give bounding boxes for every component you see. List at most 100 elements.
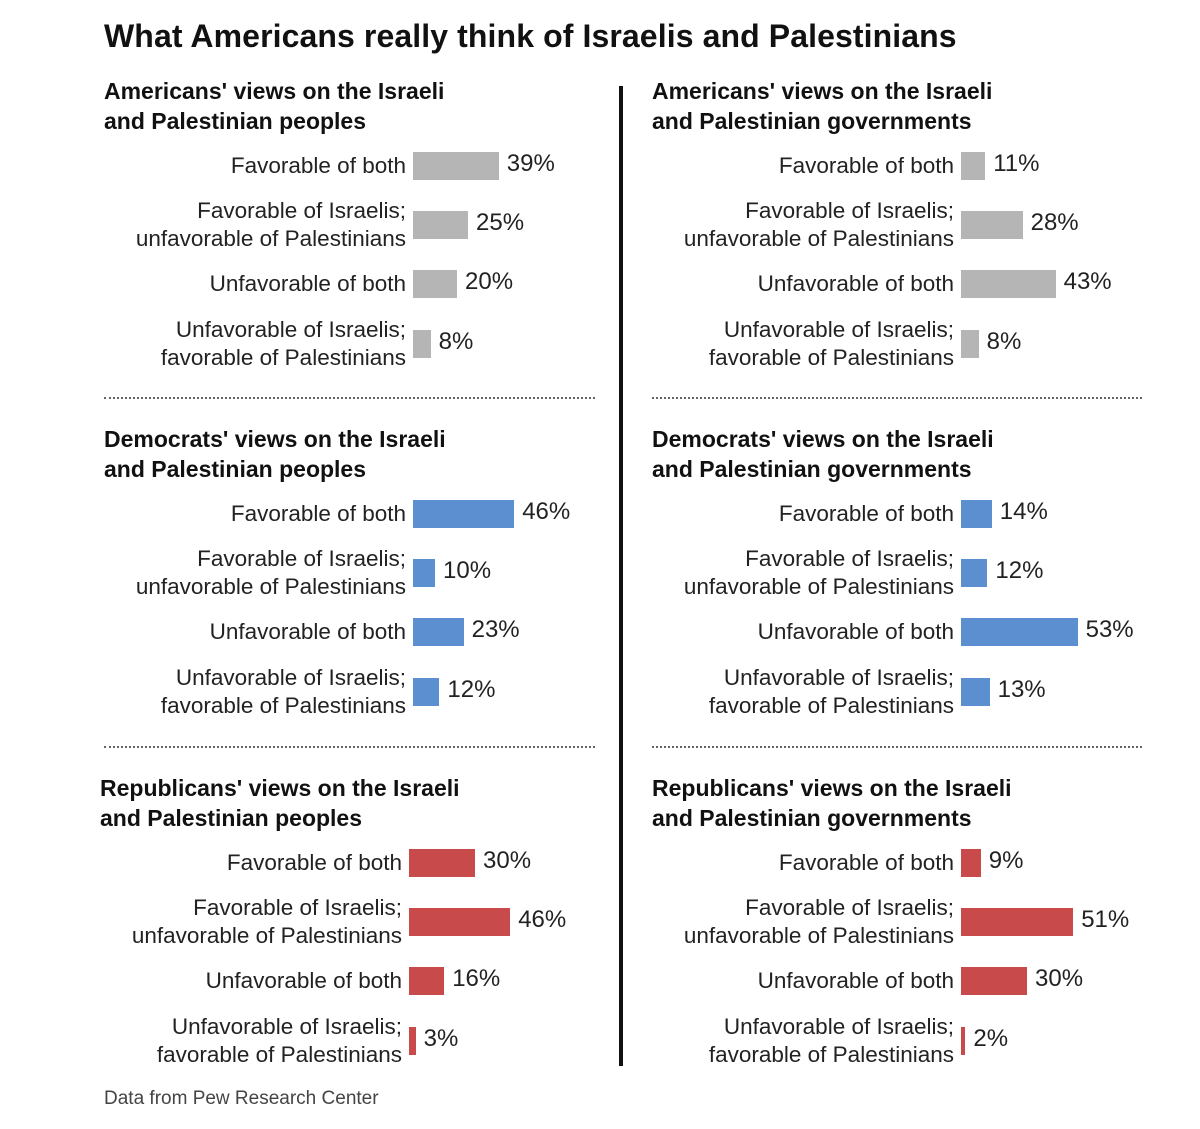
bar-row: Favorable of Israelis; unfavorable of Pa… <box>100 894 700 950</box>
category-label: Unfavorable of both <box>209 619 406 644</box>
bar-row: Unfavorable of Israelis; favorable of Pa… <box>652 1013 1200 1069</box>
value-label: 10% <box>443 557 492 584</box>
bar-row: Favorable of both 14% <box>652 486 1200 542</box>
chart-title: Democrats' views on the Israeli and Pale… <box>104 426 446 482</box>
category-label: Unfavorable of both <box>757 619 954 644</box>
value-label: 43% <box>1063 268 1112 295</box>
bar-row: Unfavorable of Israelis; favorable of Pa… <box>652 664 1200 720</box>
category-label: Favorable of both <box>226 850 402 875</box>
category-label: Favorable of Israelis; unfavorable of Pa… <box>683 546 954 599</box>
bar <box>413 559 435 587</box>
category-label: Unfavorable of both <box>205 968 402 993</box>
chart-panel-all-peoples: Americans' views on the Israeli and Pale… <box>104 76 704 416</box>
value-label: 51% <box>1081 906 1130 933</box>
value-label: 30% <box>1035 965 1084 992</box>
bar <box>961 849 981 877</box>
value-label: 8% <box>438 328 474 355</box>
value-label: 11% <box>993 150 1040 177</box>
bar <box>413 211 468 239</box>
category-label: Favorable of Israelis; unfavorable of Pa… <box>135 546 406 599</box>
bar <box>413 678 440 706</box>
chart-title: Americans' views on the Israeli and Pale… <box>652 78 993 134</box>
bar <box>409 967 445 995</box>
bar-row: Unfavorable of Israelis; favorable of Pa… <box>652 316 1200 372</box>
value-label: 53% <box>1085 616 1134 643</box>
value-label: 13% <box>997 676 1046 703</box>
value-label: 30% <box>483 847 532 874</box>
value-label: 8% <box>986 328 1022 355</box>
bar <box>413 330 431 358</box>
category-label: Favorable of both <box>778 850 954 875</box>
category-label: Unfavorable of both <box>757 968 954 993</box>
bar-row: Unfavorable of both 43% <box>652 256 1200 312</box>
category-label: Favorable of Israelis; unfavorable of Pa… <box>131 895 402 948</box>
value-label: 16% <box>452 965 501 992</box>
bar <box>413 152 499 180</box>
bar <box>961 678 990 706</box>
value-label: 9% <box>988 847 1024 874</box>
bar <box>409 1027 416 1055</box>
bar-row: Favorable of both 11% <box>652 138 1200 194</box>
category-label: Unfavorable of Israelis; favorable of Pa… <box>156 1014 402 1067</box>
value-label: 46% <box>518 906 567 933</box>
chart-title: Democrats' views on the Israeli and Pale… <box>652 426 994 482</box>
bar <box>961 559 988 587</box>
dotted-separator <box>104 397 595 399</box>
chart-panel-rep-peoples: Republicans' views on the Israeli and Pa… <box>100 773 700 1113</box>
chart-panel-rep-governments: Republicans' views on the Israeli and Pa… <box>652 773 1200 1113</box>
chart-panel-all-governments: Americans' views on the Israeli and Pale… <box>652 76 1200 416</box>
bar <box>961 908 1074 936</box>
bar-row: Favorable of Israelis; unfavorable of Pa… <box>652 894 1200 950</box>
value-label: 39% <box>506 150 555 177</box>
category-label: Unfavorable of Israelis; favorable of Pa… <box>708 317 954 370</box>
bar-row: Unfavorable of Israelis; favorable of Pa… <box>100 1013 700 1069</box>
source-note: Data from Pew Research Center <box>104 1088 379 1109</box>
chart-panel-dem-governments: Democrats' views on the Israeli and Pale… <box>652 424 1200 764</box>
value-label: 25% <box>476 209 525 236</box>
dotted-separator <box>652 397 1142 399</box>
chart-title: Republicans' views on the Israeli and Pa… <box>100 775 460 831</box>
value-label: 12% <box>995 557 1044 584</box>
bar <box>409 908 511 936</box>
bar <box>961 152 986 180</box>
category-label: Favorable of both <box>230 153 406 178</box>
bar-row: Unfavorable of both 23% <box>104 604 704 660</box>
category-label: Unfavorable of Israelis; favorable of Pa… <box>160 665 406 718</box>
bar <box>961 967 1027 995</box>
bar-row: Favorable of Israelis; unfavorable of Pa… <box>652 545 1200 601</box>
bar-row: Favorable of Israelis; unfavorable of Pa… <box>652 197 1200 253</box>
bar-row: Favorable of both 30% <box>100 835 700 891</box>
bar-row: Unfavorable of both 16% <box>100 953 700 1009</box>
value-label: 46% <box>522 498 571 525</box>
value-label: 28% <box>1030 209 1079 236</box>
bar <box>961 618 1078 646</box>
bar <box>413 270 457 298</box>
category-label: Unfavorable of Israelis; favorable of Pa… <box>708 1014 954 1067</box>
bar-row: Unfavorable of both 20% <box>104 256 704 312</box>
bar <box>961 1027 966 1055</box>
column-divider <box>619 86 623 1066</box>
bar-row: Favorable of Israelis; unfavorable of Pa… <box>104 197 704 253</box>
bar <box>409 849 475 877</box>
value-label: 12% <box>447 676 496 703</box>
bar <box>961 330 979 358</box>
category-label: Favorable of both <box>778 501 954 526</box>
bar <box>961 270 1056 298</box>
bar <box>961 500 992 528</box>
value-label: 3% <box>423 1025 459 1052</box>
bar-row: Unfavorable of both 53% <box>652 604 1200 660</box>
value-label: 20% <box>465 268 514 295</box>
value-label: 23% <box>471 616 520 643</box>
dotted-separator <box>104 746 595 748</box>
value-label: 2% <box>973 1025 1009 1052</box>
category-label: Favorable of Israelis; unfavorable of Pa… <box>683 198 954 251</box>
category-label: Unfavorable of both <box>757 271 954 296</box>
bar-row: Favorable of both 9% <box>652 835 1200 891</box>
category-label: Favorable of both <box>778 153 954 178</box>
bar-row: Unfavorable of Israelis; favorable of Pa… <box>104 664 704 720</box>
bar <box>961 211 1023 239</box>
category-label: Unfavorable of both <box>209 271 406 296</box>
bar <box>413 618 464 646</box>
dotted-separator <box>652 746 1142 748</box>
bar-row: Favorable of Israelis; unfavorable of Pa… <box>104 545 704 601</box>
